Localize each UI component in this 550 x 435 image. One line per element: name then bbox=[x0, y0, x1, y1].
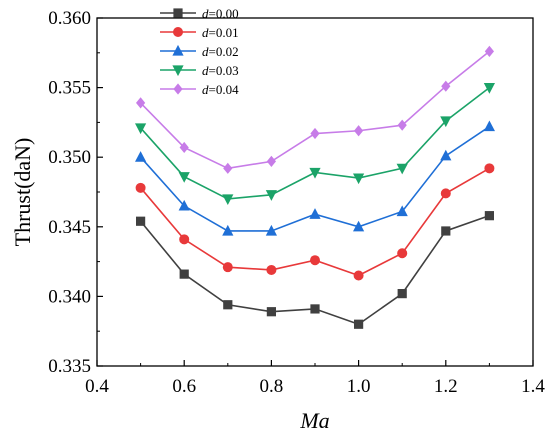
data-point bbox=[441, 80, 451, 92]
data-point bbox=[266, 155, 276, 167]
y-axis-title: Thrust(daN) bbox=[10, 138, 35, 247]
legend-marker bbox=[172, 44, 184, 56]
data-point bbox=[396, 163, 408, 175]
legend-item: d=0.01 bbox=[160, 25, 239, 40]
data-point bbox=[309, 208, 321, 219]
series-1 bbox=[135, 163, 495, 281]
data-point bbox=[353, 173, 365, 185]
data-point bbox=[310, 304, 320, 314]
x-tick-label: 1.0 bbox=[347, 376, 371, 397]
y-tick-label: 0.355 bbox=[48, 78, 91, 99]
x-axis-title: Ma bbox=[299, 408, 329, 433]
data-point bbox=[179, 234, 190, 245]
series-2 bbox=[135, 120, 495, 236]
data-point bbox=[136, 216, 146, 226]
data-point bbox=[222, 194, 234, 206]
x-tick-label: 1.2 bbox=[434, 376, 458, 397]
legend-label-value: =0.02 bbox=[209, 44, 239, 59]
data-point bbox=[484, 45, 494, 58]
legend-label-variable: d bbox=[202, 25, 209, 40]
data-point bbox=[397, 248, 408, 259]
data-point bbox=[353, 270, 364, 281]
data-point bbox=[265, 224, 277, 236]
y-tick-label: 0.335 bbox=[48, 356, 91, 377]
data-point bbox=[440, 149, 452, 161]
legend-label-value: =0.01 bbox=[209, 25, 239, 40]
data-point bbox=[397, 289, 407, 299]
data-point bbox=[353, 220, 365, 232]
data-point bbox=[354, 319, 364, 329]
data-point bbox=[310, 255, 320, 266]
legend-label-variable: d bbox=[202, 6, 209, 21]
data-point bbox=[354, 125, 364, 137]
series-0 bbox=[136, 211, 494, 329]
data-point bbox=[310, 127, 320, 140]
data-point bbox=[135, 123, 147, 135]
y-tick-label: 0.345 bbox=[48, 217, 91, 238]
data-point bbox=[483, 120, 495, 132]
data-point bbox=[266, 307, 276, 317]
legend-label: d=0.00 bbox=[202, 6, 239, 21]
data-point bbox=[484, 163, 495, 174]
legend-item: d=0.00 bbox=[160, 6, 239, 21]
data-point bbox=[136, 97, 146, 109]
data-point bbox=[222, 262, 233, 273]
x-tick-label: 0.8 bbox=[260, 376, 284, 397]
data-point bbox=[135, 151, 147, 162]
data-point bbox=[397, 119, 407, 131]
data-point bbox=[484, 211, 494, 221]
series-layer bbox=[135, 45, 495, 329]
legend-label-value: =0.04 bbox=[209, 82, 240, 97]
y-tick-label: 0.350 bbox=[48, 147, 91, 168]
legend-label: d=0.04 bbox=[202, 82, 239, 97]
y-tick-label: 0.360 bbox=[48, 8, 91, 29]
x-tick-label: 1.4 bbox=[521, 376, 545, 397]
legend-marker bbox=[173, 27, 183, 37]
series-4 bbox=[136, 45, 494, 174]
data-point bbox=[135, 182, 146, 193]
series-line bbox=[140, 50, 490, 170]
x-tick-label: 0.6 bbox=[172, 376, 196, 397]
legend-marker bbox=[173, 83, 183, 95]
legend-label-variable: d bbox=[202, 82, 209, 97]
data-point bbox=[441, 226, 451, 236]
legend-marker bbox=[173, 8, 183, 18]
data-point bbox=[223, 300, 233, 310]
legend-item: d=0.03 bbox=[160, 63, 239, 78]
data-point bbox=[309, 167, 321, 179]
series-line bbox=[140, 86, 490, 200]
data-point bbox=[178, 199, 190, 211]
legend-item: d=0.02 bbox=[160, 44, 239, 59]
y-tick-label: 0.340 bbox=[48, 286, 91, 307]
data-point bbox=[179, 141, 189, 154]
legend-marker bbox=[172, 65, 184, 77]
axes: 0.4 0.6 0.8 1.0 1.2 1.4 0.335 0.340 0.345 0.350 0.… bbox=[48, 8, 545, 397]
legend-label-value: =0.03 bbox=[209, 63, 239, 78]
legend-item: d=0.04 bbox=[160, 82, 239, 97]
legend-label: d=0.03 bbox=[202, 63, 239, 78]
data-point bbox=[223, 162, 233, 174]
data-point bbox=[483, 83, 495, 94]
data-point bbox=[266, 264, 277, 275]
x-tick-label: 0.4 bbox=[85, 376, 109, 397]
data-point bbox=[222, 224, 234, 236]
data-point bbox=[440, 188, 451, 199]
series-3 bbox=[135, 83, 495, 206]
legend-label: d=0.01 bbox=[202, 25, 239, 40]
legend-label-variable: d bbox=[202, 44, 209, 59]
legend-label-value: =0.00 bbox=[209, 6, 239, 21]
data-point bbox=[179, 269, 189, 279]
legend: d=0.00d=0.01d=0.02d=0.03d=0.04 bbox=[160, 6, 239, 97]
legend-label-variable: d bbox=[202, 63, 209, 78]
data-point bbox=[265, 190, 277, 201]
data-point bbox=[178, 172, 190, 183]
data-point bbox=[396, 205, 408, 217]
legend-label: d=0.02 bbox=[202, 44, 239, 59]
data-point bbox=[440, 116, 452, 128]
